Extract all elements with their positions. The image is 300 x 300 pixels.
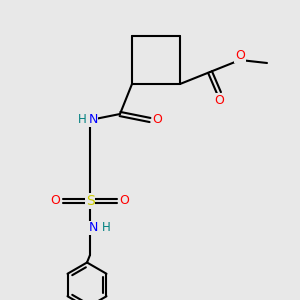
Text: H: H (78, 113, 87, 127)
Text: O: O (51, 194, 60, 208)
Text: S: S (85, 194, 94, 208)
Text: H: H (102, 221, 111, 235)
Text: O: O (214, 94, 224, 107)
Text: N: N (88, 113, 98, 127)
Text: O: O (120, 194, 129, 208)
Text: O: O (153, 113, 162, 127)
Text: O: O (235, 49, 245, 62)
Text: N: N (88, 221, 98, 235)
